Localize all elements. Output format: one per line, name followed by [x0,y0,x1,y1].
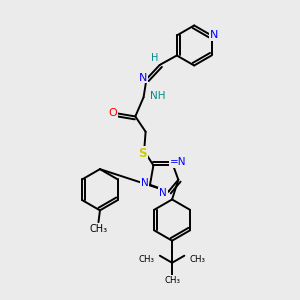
Text: N: N [141,178,148,188]
Text: CH₃: CH₃ [190,255,206,264]
Text: CH₃: CH₃ [164,276,180,285]
Text: CH₃: CH₃ [138,255,154,264]
Text: NH: NH [150,91,166,101]
Text: CH₃: CH₃ [89,224,107,234]
Text: S: S [138,147,147,160]
Text: N: N [210,31,218,40]
Text: =N: =N [170,158,187,167]
Text: O: O [109,109,118,118]
Text: N: N [139,73,147,82]
Text: H: H [152,53,159,63]
Text: N: N [159,188,167,198]
